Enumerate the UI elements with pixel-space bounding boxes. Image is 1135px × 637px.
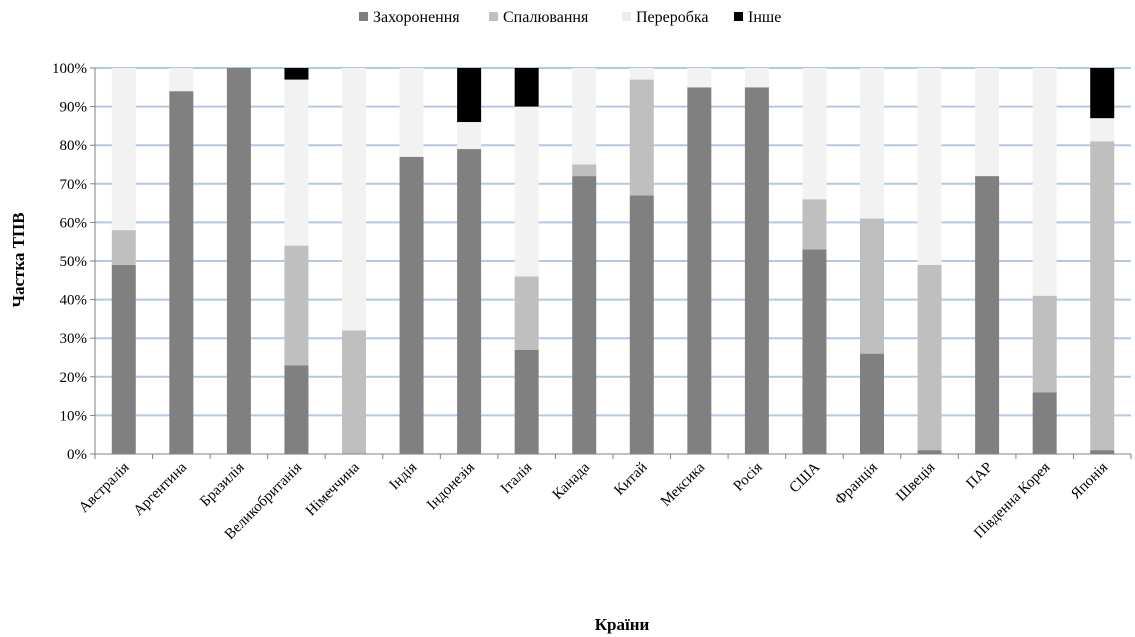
bar-segment [687, 68, 712, 88]
y-tick-label: 70% [60, 177, 88, 193]
bar-segment [111, 264, 136, 454]
bar-segment [226, 68, 251, 454]
bar-segment [514, 276, 539, 350]
bar-segment [860, 353, 884, 454]
x-tick-label: Китай [611, 460, 650, 499]
bar-segment [284, 245, 309, 366]
x-tick-label: Франція [832, 459, 881, 508]
gridlines [95, 67, 1131, 417]
bar-segment [169, 68, 194, 92]
bar-segment [572, 176, 597, 454]
bar-segment [572, 68, 597, 165]
bar-segment [629, 68, 654, 80]
bar-segment [975, 68, 1000, 177]
bar-segment [399, 68, 424, 157]
bar-segment [687, 87, 712, 455]
y-tick-label: 20% [60, 370, 88, 386]
x-tick-label: ПАР [963, 460, 996, 493]
x-tick-label: Австралія [76, 459, 133, 516]
x-tick-label: Аргентина [131, 459, 191, 519]
bar-segment [860, 218, 884, 354]
y-tick-label: 90% [60, 100, 88, 116]
x-tick-label: Японія [1068, 459, 1111, 502]
bar-segment [1090, 450, 1115, 454]
x-tick-label: Мексика [658, 459, 709, 510]
legend-label: Спалювання [503, 9, 589, 26]
bar-segment [917, 68, 942, 265]
bar-segment [284, 79, 309, 246]
bar-segment [169, 91, 194, 454]
bar-segment [917, 450, 942, 454]
x-tick-label: Індонезія [424, 459, 478, 513]
x-tick-label: США [787, 459, 824, 496]
bar-segment [802, 68, 827, 200]
bar-segment [572, 164, 597, 177]
bar-segment [1090, 141, 1115, 451]
legend-swatch [489, 12, 498, 21]
x-tick-label: Бразилія [197, 459, 247, 509]
legend-swatch [734, 12, 743, 21]
y-axis-ticks: 0% 10% 20% 30% 40% 50% 60% 70% 80% 90% 100% [52, 61, 87, 463]
bar-segment [1032, 295, 1057, 393]
bar-segment [457, 68, 482, 123]
x-tick-label: Індія [387, 459, 421, 493]
bar-segment [514, 106, 539, 277]
bar-segment [802, 199, 827, 250]
legend-label: Захоронення [373, 9, 460, 26]
bar-segment [917, 264, 942, 451]
y-tick-label: 50% [60, 254, 88, 270]
bar-segment [342, 330, 366, 454]
legend-swatch [359, 12, 368, 21]
bar-segment [802, 249, 827, 454]
bar-segment [111, 230, 136, 265]
legend: Захоронення Спалювання Переробка Інше [359, 9, 781, 26]
bar-segment [284, 365, 309, 454]
y-axis-title: Частка ТПВ [9, 212, 28, 307]
bar-segment [1090, 68, 1115, 119]
bar-segment [111, 68, 136, 231]
legend-label: Переробка [636, 9, 709, 26]
y-tick-label: 60% [60, 215, 88, 231]
x-axis-title: Країни [595, 615, 650, 634]
bar-segment [514, 349, 539, 454]
bar-segment [1090, 118, 1115, 142]
bar-segment [1032, 392, 1057, 454]
bar-segment [629, 79, 654, 196]
bar-segment [457, 122, 482, 150]
bar-segment [457, 149, 482, 454]
bar-segment [514, 68, 539, 107]
legend-swatch [622, 12, 631, 21]
bar-segment [1032, 68, 1057, 296]
bar-segment [744, 68, 769, 88]
bar-segment [744, 87, 769, 455]
legend-label: Інше [748, 9, 781, 26]
y-tick-label: 0% [67, 447, 87, 463]
y-tick-label: 10% [60, 408, 88, 424]
bar-segment [860, 68, 884, 219]
y-tick-label: 30% [60, 331, 88, 347]
bar-segment [284, 68, 309, 80]
x-tick-label: Росія [731, 459, 766, 494]
x-tick-label: Канада [550, 459, 594, 503]
axes [90, 67, 1132, 459]
y-tick-label: 80% [60, 138, 88, 154]
x-tick-label: Італія [498, 459, 536, 497]
bar-segment [399, 156, 424, 454]
y-tick-label: 100% [52, 61, 87, 77]
bar-segment [342, 68, 366, 331]
x-tick-label: Німеччина [303, 459, 363, 519]
bar-segment [629, 195, 654, 454]
bars [111, 68, 1115, 455]
bar-segment [975, 176, 1000, 454]
x-tick-label: Швеція [893, 459, 938, 504]
y-tick-label: 40% [60, 293, 88, 309]
